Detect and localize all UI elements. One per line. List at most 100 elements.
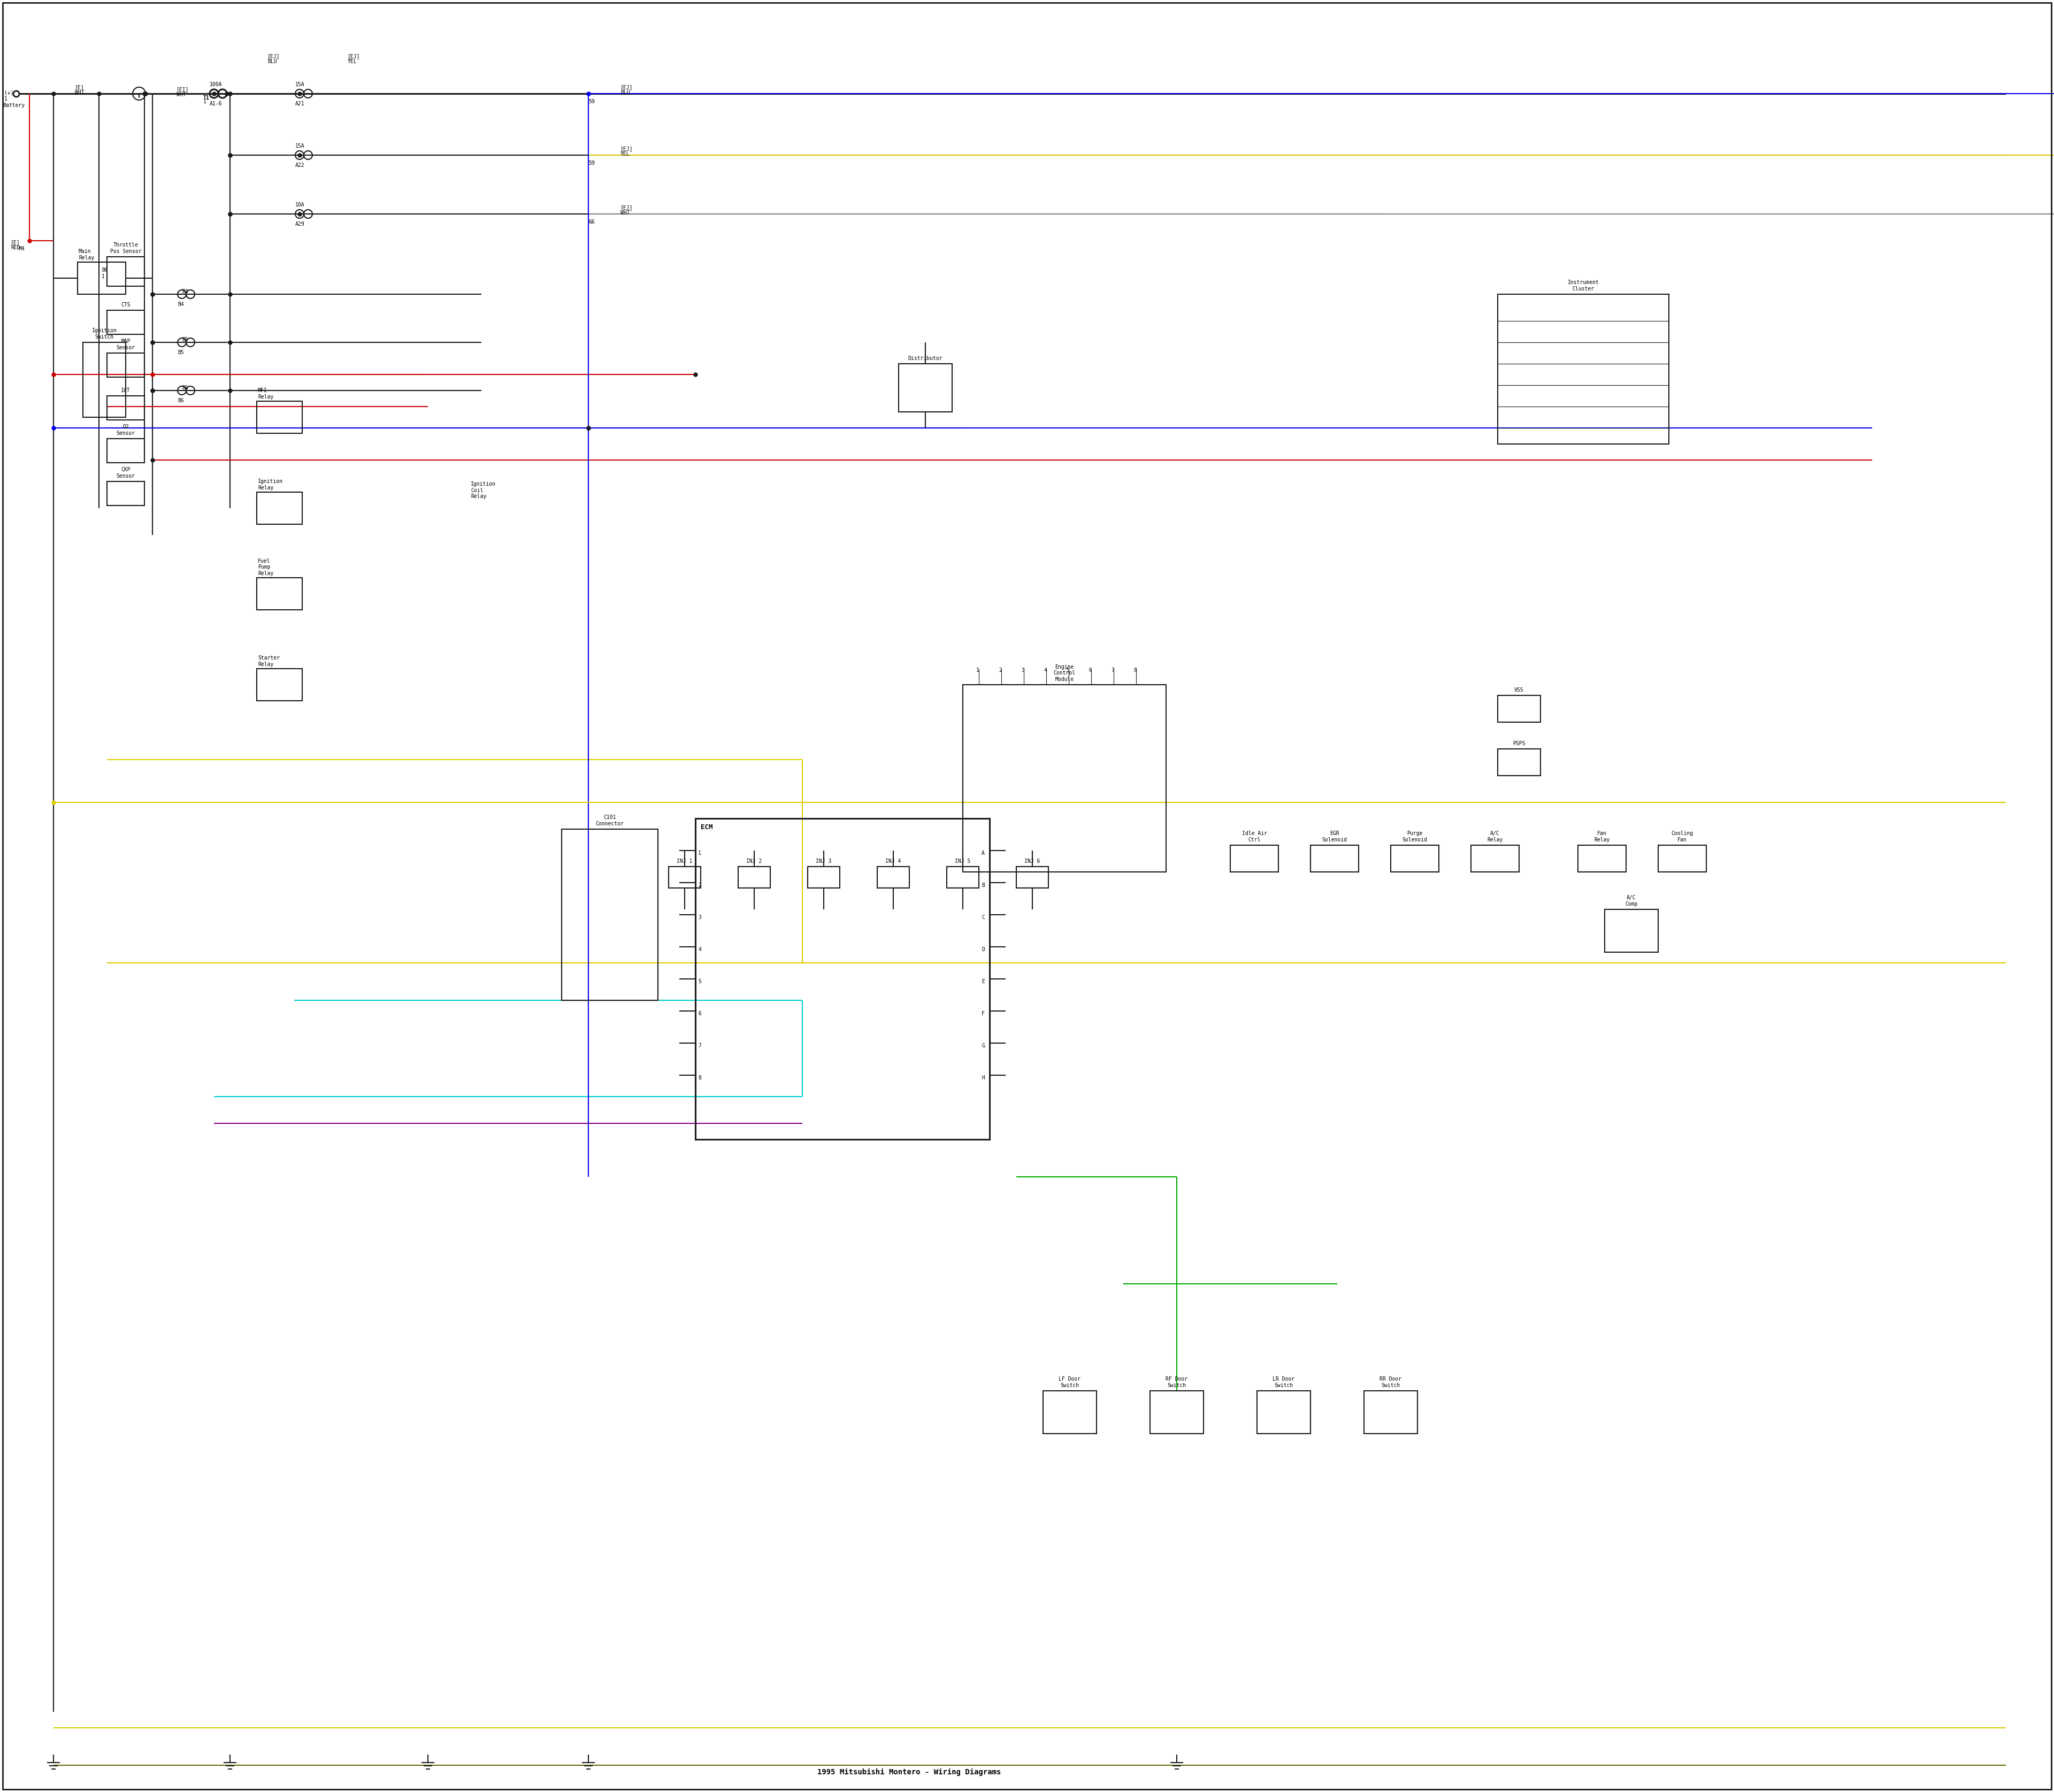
Text: 2: 2: [698, 883, 700, 889]
Text: [EI]: [EI]: [177, 86, 189, 91]
Text: B5: B5: [177, 349, 185, 355]
Text: B4: B4: [177, 301, 185, 306]
Text: B: B: [982, 883, 984, 889]
Text: INJ 4: INJ 4: [885, 858, 902, 864]
Text: C101
Connector: C101 Connector: [596, 815, 624, 826]
Text: RED: RED: [10, 246, 21, 251]
Bar: [963, 685, 1167, 873]
Text: [EJ]: [EJ]: [267, 54, 279, 59]
Text: [EJ]: [EJ]: [347, 54, 359, 59]
Text: 15A: 15A: [296, 143, 304, 149]
Text: 4: 4: [698, 946, 700, 952]
Text: IAT: IAT: [121, 387, 129, 392]
Bar: [257, 401, 302, 434]
Text: INJ 5: INJ 5: [955, 858, 972, 864]
Text: Idle Air
Ctrl: Idle Air Ctrl: [1243, 831, 1267, 842]
Text: A21: A21: [296, 100, 304, 106]
Text: H: H: [982, 1075, 984, 1081]
Bar: [1391, 846, 1440, 873]
Bar: [1577, 846, 1627, 873]
Text: G: G: [982, 1043, 984, 1048]
Bar: [107, 482, 144, 505]
Text: Engine
Control
Module: Engine Control Module: [1054, 665, 1076, 683]
Bar: [82, 342, 125, 418]
Text: A22: A22: [296, 163, 304, 168]
Text: F: F: [982, 1011, 984, 1016]
Text: 2: 2: [998, 668, 1002, 674]
Bar: [107, 310, 144, 335]
Bar: [107, 439, 144, 462]
Text: 1: 1: [976, 668, 980, 674]
Bar: [107, 396, 144, 419]
Text: 1: 1: [203, 99, 205, 104]
Text: WHT: WHT: [74, 90, 84, 95]
Bar: [807, 867, 840, 889]
Text: INJ 6: INJ 6: [1025, 858, 1039, 864]
Text: BLU: BLU: [267, 59, 277, 65]
Text: Main
Relay: Main Relay: [78, 249, 94, 260]
Text: Ignition
Switch: Ignition Switch: [92, 328, 117, 340]
Text: MFI
Relay: MFI Relay: [259, 389, 273, 400]
Text: A/C
Relay: A/C Relay: [1487, 831, 1504, 842]
Text: 10A: 10A: [296, 202, 304, 208]
Text: Fan
Relay: Fan Relay: [1594, 831, 1610, 842]
Text: [EJ]: [EJ]: [620, 84, 633, 90]
Text: 4: 4: [1043, 668, 1048, 674]
Text: 6: 6: [1089, 668, 1091, 674]
Bar: [107, 353, 144, 376]
Text: 8: 8: [698, 1075, 700, 1081]
Bar: [696, 819, 990, 1140]
Text: 1: 1: [698, 851, 700, 857]
Text: D: D: [982, 946, 984, 952]
Text: Purge
Solenoid: Purge Solenoid: [1403, 831, 1428, 842]
Bar: [947, 867, 980, 889]
Bar: [900, 364, 953, 412]
Text: 6: 6: [698, 1011, 700, 1016]
Text: [EJ]: [EJ]: [620, 145, 633, 151]
Bar: [1604, 909, 1658, 952]
Text: 3: 3: [698, 914, 700, 919]
Bar: [1497, 294, 1668, 444]
Bar: [78, 262, 125, 294]
Text: Throttle
Pos Sensor: Throttle Pos Sensor: [111, 242, 142, 254]
Text: INJ 3: INJ 3: [815, 858, 832, 864]
Bar: [257, 668, 302, 701]
Text: 8: 8: [1134, 668, 1136, 674]
Text: CTS: CTS: [121, 303, 129, 308]
Text: 3: 3: [1021, 668, 1025, 674]
Bar: [670, 867, 700, 889]
Text: B6: B6: [183, 385, 189, 391]
Text: MAP
Sensor: MAP Sensor: [117, 339, 136, 351]
Text: [E]: [E]: [10, 240, 21, 246]
Text: Ignition
Relay: Ignition Relay: [259, 478, 283, 491]
Text: [E]: [E]: [74, 84, 84, 90]
Text: WHT: WHT: [177, 91, 187, 97]
Bar: [737, 867, 770, 889]
Bar: [1017, 867, 1048, 889]
Bar: [257, 577, 302, 609]
Text: VSS: VSS: [1514, 688, 1524, 694]
Text: LR Door
Switch: LR Door Switch: [1273, 1376, 1294, 1389]
Text: YEL: YEL: [347, 59, 357, 65]
Bar: [257, 493, 302, 525]
Text: A: A: [982, 851, 984, 857]
Text: Distributor: Distributor: [908, 357, 943, 360]
Text: INJ 2: INJ 2: [746, 858, 762, 864]
Text: Fuel
Pump
Relay: Fuel Pump Relay: [259, 559, 273, 575]
Text: Instrument
Cluster: Instrument Cluster: [1567, 280, 1598, 292]
Text: Ignition
Coil
Relay: Ignition Coil Relay: [470, 482, 495, 500]
Text: LF Door
Switch: LF Door Switch: [1058, 1376, 1080, 1389]
Text: 66: 66: [587, 219, 596, 224]
Text: RF Door
Switch: RF Door Switch: [1167, 1376, 1187, 1389]
Text: 1995 Mitsubishi Montero - Wiring Diagrams: 1995 Mitsubishi Montero - Wiring Diagram…: [817, 1769, 1000, 1776]
Text: INJ 1: INJ 1: [678, 858, 692, 864]
Text: A1-6: A1-6: [210, 100, 222, 106]
Bar: [1658, 846, 1707, 873]
Text: O2
Sensor: O2 Sensor: [117, 425, 136, 435]
Bar: [1497, 695, 1540, 722]
Text: CKP
Sensor: CKP Sensor: [117, 468, 136, 478]
Bar: [1043, 1391, 1097, 1434]
Text: YEL: YEL: [620, 151, 631, 156]
Text: EGR
Solenoid: EGR Solenoid: [1323, 831, 1347, 842]
Text: RR Door
Switch: RR Door Switch: [1380, 1376, 1401, 1389]
